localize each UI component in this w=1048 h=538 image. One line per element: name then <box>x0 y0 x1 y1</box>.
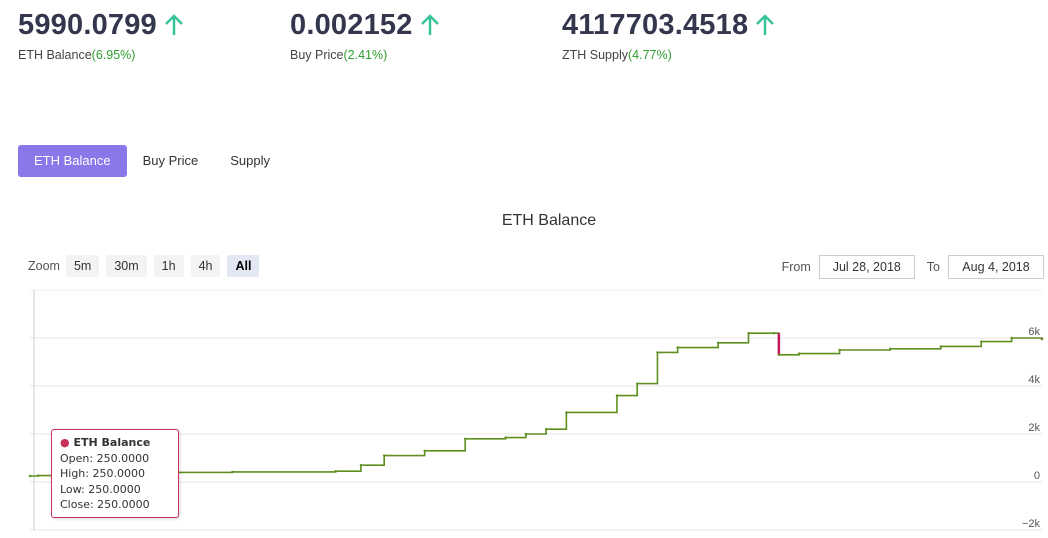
data-point <box>838 348 841 352</box>
data-point <box>676 346 679 349</box>
data-point <box>797 352 801 355</box>
series-dot-icon: ● <box>60 436 70 449</box>
data-point <box>772 332 776 335</box>
tooltip-open: Open: 250.0000 <box>60 451 150 465</box>
buy-price-value: 0.002152 <box>290 8 413 41</box>
data-point <box>980 340 983 343</box>
chart-tooltip: ● ETH Balance Open: 250.0000 High: 250.0… <box>51 429 179 518</box>
data-point <box>1010 336 1013 340</box>
zoom-label: Zoom <box>28 259 60 273</box>
arrow-up-icon <box>420 14 439 35</box>
arrow-up-icon <box>165 14 183 35</box>
from-label: From <box>781 260 811 274</box>
data-point <box>28 474 32 478</box>
chart-tabs: ETH Balance Buy Price Supply <box>18 145 286 177</box>
zth-supply-value: 4117703.4518 <box>562 8 749 41</box>
data-point <box>383 454 386 457</box>
stat-zth-supply: 4117703.4518 ZTH Supply(4.77%) <box>562 6 776 62</box>
data-point <box>615 394 619 397</box>
data-point <box>36 474 40 477</box>
series-line <box>30 332 1043 477</box>
zth-supply-label: ZTH Supply(4.77%) <box>562 48 672 62</box>
tab-supply[interactable]: Supply <box>230 153 270 168</box>
tooltip-high: High: 250.0000 <box>60 467 145 480</box>
date-range: From Jul 28, 2018 To Aug 4, 2018 <box>782 255 1044 279</box>
eth-balance-label: ETH Balance(6.95%) <box>18 48 136 62</box>
tab-buy-price[interactable]: Buy Price <box>142 153 199 168</box>
zoom-all-button[interactable]: All <box>227 255 260 277</box>
data-point <box>777 353 781 356</box>
y-tick-label: 0 <box>1034 470 1040 482</box>
tooltip-low: Low: 250.0000 <box>60 482 141 496</box>
data-point <box>716 341 720 344</box>
data-point <box>231 470 234 474</box>
to-label: To <box>926 260 940 274</box>
eth-balance-value: 5990.0799 <box>18 8 157 41</box>
tab-eth-balance[interactable]: ETH Balance <box>18 145 127 177</box>
data-point <box>544 428 548 431</box>
data-point <box>359 464 363 467</box>
from-date-input[interactable]: Jul 28, 2018 <box>818 255 915 279</box>
data-point <box>524 432 528 436</box>
data-point <box>423 449 426 452</box>
eth-balance-chart[interactable]: −2k 0 2k 4k 6k <box>0 286 1048 538</box>
zoom-1h-button[interactable]: 1h <box>153 255 184 277</box>
data-point <box>747 332 750 335</box>
to-date-input[interactable]: Aug 4, 2018 <box>948 255 1044 279</box>
zoom-30m-button[interactable]: 30m <box>106 255 147 277</box>
data-point <box>565 411 568 414</box>
tooltip-close: Close: 250.0000 <box>60 498 150 511</box>
arrow-up-icon <box>756 14 775 35</box>
y-tick-label: 6k <box>1028 326 1040 338</box>
stat-buy-price: 0.002152 Buy Price(2.41%) <box>290 6 441 62</box>
data-point <box>636 382 639 385</box>
tooltip-title: ETH Balance <box>73 436 151 449</box>
data-point <box>656 351 659 354</box>
data-point <box>334 470 337 473</box>
data-point <box>504 436 507 439</box>
buy-price-label: Buy Price(2.41%) <box>290 48 388 62</box>
y-tick-label: 2k <box>1028 422 1040 434</box>
zoom-controls: Zoom 5m 30m 1h 4h All <box>28 255 266 277</box>
data-point <box>463 437 467 440</box>
data-point <box>889 347 892 350</box>
data-point <box>1040 338 1044 341</box>
zoom-5m-button[interactable]: 5m <box>65 255 100 277</box>
y-tick-label: 4k <box>1028 374 1040 386</box>
stat-eth-balance: 5990.0799 ETH Balance(6.95%) <box>18 6 185 62</box>
y-tick-label: −2k <box>1022 518 1041 530</box>
data-point <box>939 345 942 348</box>
zoom-4h-button[interactable]: 4h <box>190 255 221 277</box>
chart-title: ETH Balance <box>501 212 597 229</box>
